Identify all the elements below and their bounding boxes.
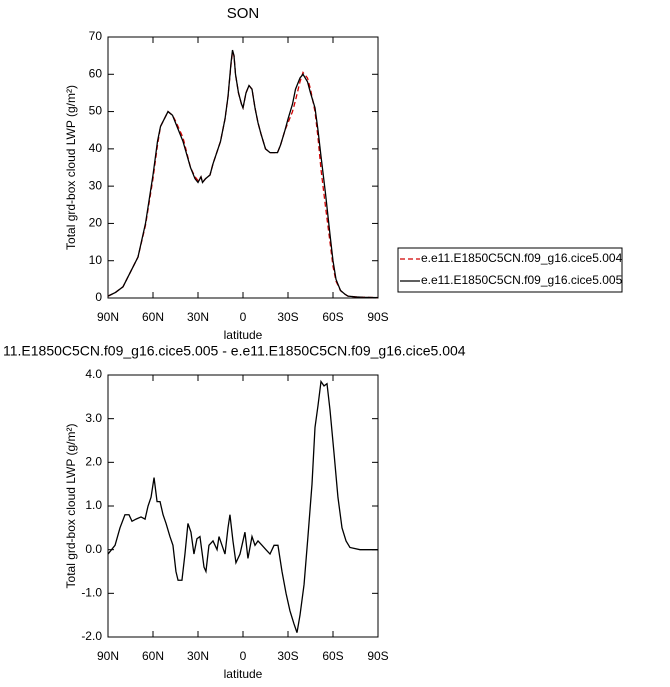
- legend-label: e.e11.E1850C5CN.f09_g16.cice5.004: [421, 251, 623, 265]
- y-axis-label: Total grd-box cloud LWP (g/m²): [64, 85, 78, 250]
- x-tick-label: 90S: [367, 649, 388, 663]
- y-tick-label: -1.0: [81, 586, 102, 600]
- x-tick-label: 30S: [277, 649, 298, 663]
- data-line: [107, 379, 378, 633]
- x-tick-label: 90N: [97, 649, 119, 663]
- x-tick-label: 60S: [322, 310, 343, 324]
- x-tick-label: 90N: [97, 310, 119, 324]
- y-tick-label: 2.0: [85, 455, 102, 469]
- x-tick-label: 30N: [187, 649, 209, 663]
- legend-label: e.e11.E1850C5CN.f09_g16.cice5.005: [421, 273, 623, 287]
- chart-title: 11.E1850C5CN.f09_g16.cice5.005 - e.e11.E…: [3, 343, 466, 359]
- x-tick-label: 0: [240, 649, 247, 663]
- y-tick-label: 4.0: [85, 367, 102, 381]
- data-line: [107, 49, 379, 299]
- y-tick-label: -2.0: [81, 629, 102, 643]
- x-tick-label: 60S: [322, 649, 343, 663]
- y-tick-label: 60: [89, 66, 103, 80]
- y-tick-label: 0: [95, 290, 102, 304]
- x-tick-label: 30N: [187, 310, 209, 324]
- data-line: [107, 51, 379, 299]
- y-tick-label: 20: [89, 216, 103, 230]
- y-tick-label: 1.0: [85, 498, 102, 512]
- x-tick-label: 60N: [142, 649, 164, 663]
- y-axis-label: Total grd-box cloud LWP (g/m²): [64, 424, 78, 589]
- y-tick-label: 50: [89, 104, 103, 118]
- y-tick-label: 30: [89, 178, 103, 192]
- plot-frame: [107, 36, 379, 299]
- x-tick-label: 30S: [277, 310, 298, 324]
- y-tick-label: 3.0: [85, 411, 102, 425]
- x-tick-label: 90S: [367, 310, 388, 324]
- legend-box: [397, 247, 623, 293]
- x-tick-label: 60N: [142, 310, 164, 324]
- x-tick-label: 0: [240, 310, 247, 324]
- y-tick-label: 0.0: [85, 542, 102, 556]
- x-axis-label: latitude: [224, 328, 263, 342]
- y-tick-label: 40: [89, 141, 103, 155]
- x-axis-label: latitude: [224, 667, 263, 681]
- y-tick-label: 10: [89, 253, 103, 267]
- chart-title: SON: [227, 5, 260, 22]
- y-tick-label: 70: [89, 29, 103, 43]
